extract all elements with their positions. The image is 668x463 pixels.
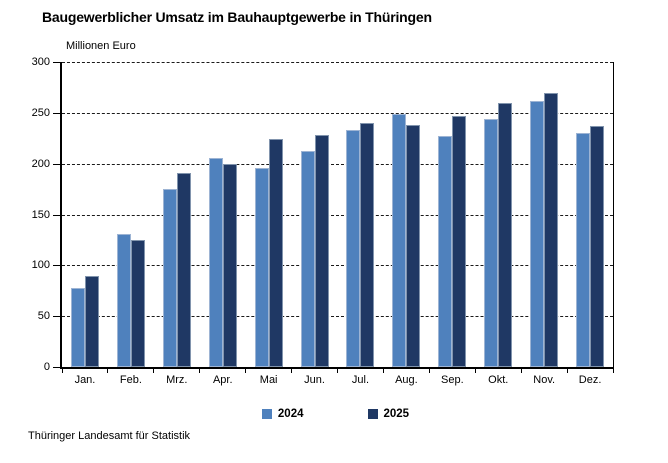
bar-group-jul xyxy=(338,62,384,367)
bar-2024-mai xyxy=(254,167,269,367)
bar-group-jun xyxy=(292,62,338,367)
bar-group-jan xyxy=(62,62,108,367)
bar-group-nov xyxy=(521,62,567,367)
plot-area xyxy=(60,62,614,369)
bar-2024-sep xyxy=(438,136,453,367)
bar-2024-mrz xyxy=(162,189,177,367)
x-tick-label-okt: Okt. xyxy=(488,374,509,386)
source-note: Thüringer Landesamt für Statistik xyxy=(28,430,191,442)
x-tick-label-jun: Jun. xyxy=(304,374,325,386)
bar-2025-jul xyxy=(360,123,375,367)
x-tick-mark-12 xyxy=(612,369,614,373)
legend-label-2024: 2024 xyxy=(277,408,304,420)
x-tick-mark-5 xyxy=(291,369,293,373)
bar-group-mrz xyxy=(154,62,200,367)
legend: 2024 2025 xyxy=(60,406,611,422)
y-tick-label-150: 150 xyxy=(31,208,50,221)
bar-2025-mrz xyxy=(176,172,191,367)
bar-2025-aug xyxy=(406,125,421,367)
x-tick-label-mai: Mai xyxy=(259,374,278,386)
x-tick-label-dez: Dez. xyxy=(578,374,602,386)
x-axis-tick-marks xyxy=(61,369,614,374)
x-tick-label-aug: Aug. xyxy=(395,374,418,386)
bar-group-mai xyxy=(246,62,292,367)
legend-item-2025: 2025 xyxy=(367,408,410,420)
bar-group-apr xyxy=(200,62,246,367)
y-tick-mark-50 xyxy=(53,316,60,318)
bar-series-area xyxy=(62,62,613,367)
y-tick-mark-250 xyxy=(53,112,60,114)
gridline-100 xyxy=(62,265,613,267)
bar-2025-sep xyxy=(452,115,467,367)
y-tick-mark-100 xyxy=(53,265,60,267)
x-tick-mark-11 xyxy=(566,369,568,373)
x-tick-label-feb: Feb. xyxy=(119,374,142,386)
bar-group-feb xyxy=(108,62,154,367)
gridline-150 xyxy=(62,214,613,216)
bar-2024-jul xyxy=(346,130,361,367)
gridline-300 xyxy=(62,62,613,63)
bar-2025-nov xyxy=(544,92,559,367)
x-tick-label-mrz: Mrz. xyxy=(166,374,188,386)
legend-swatch-2024 xyxy=(261,409,272,419)
y-axis-tick-labels: 0 50 100 150 200 250 300 xyxy=(0,56,50,373)
gridline-200 xyxy=(62,163,613,165)
legend-swatch-2025 xyxy=(367,409,378,419)
legend-item-2024: 2024 xyxy=(261,408,304,420)
bar-group-sep xyxy=(429,62,475,367)
y-tick-label-300: 300 xyxy=(31,56,50,68)
y-tick-label-250: 250 xyxy=(31,106,50,119)
x-tick-mark-1 xyxy=(107,369,109,373)
y-axis-title: Millionen Euro xyxy=(66,40,136,52)
bar-group-dez xyxy=(567,62,613,367)
x-axis-tick-labels: Jan. Feb. Mrz. Apr. Mai Jun. Jul. Aug. Sep. Okt. N… xyxy=(62,374,613,386)
y-tick-mark-300 xyxy=(53,62,60,63)
y-tick-label-50: 50 xyxy=(37,310,50,323)
bar-2025-jun xyxy=(314,135,329,367)
bar-2025-dez xyxy=(590,126,605,367)
bar-2024-apr xyxy=(208,157,223,367)
bar-2024-dez xyxy=(576,133,591,367)
legend-label-2025: 2025 xyxy=(383,408,410,420)
x-tick-mark-8 xyxy=(428,369,430,373)
bar-2024-aug xyxy=(392,113,407,367)
x-tick-mark-7 xyxy=(382,369,384,373)
bar-2025-okt xyxy=(498,102,513,367)
x-tick-mark-6 xyxy=(337,369,338,373)
bar-2025-jan xyxy=(84,275,99,367)
bar-2024-jun xyxy=(300,151,315,367)
chart-title: Baugewerblicher Umsatz im Bauhauptgewerb… xyxy=(42,9,432,25)
bar-2024-nov xyxy=(530,100,545,367)
bar-2025-apr xyxy=(222,163,237,367)
y-tick-mark-150 xyxy=(53,214,60,216)
x-tick-label-jan: Jan. xyxy=(74,374,96,386)
bar-2024-okt xyxy=(484,118,499,367)
bar-2025-feb xyxy=(130,239,145,367)
x-tick-label-sep: Sep. xyxy=(441,374,464,386)
y-tick-label-200: 200 xyxy=(31,157,50,170)
bar-2024-feb xyxy=(116,233,131,367)
y-tick-mark-0 xyxy=(53,367,60,368)
x-tick-mark-3 xyxy=(199,369,201,373)
x-tick-label-nov: Nov. xyxy=(533,374,556,386)
x-tick-label-jul: Jul. xyxy=(351,374,370,386)
gridline-50 xyxy=(62,316,613,318)
bar-2025-mai xyxy=(268,139,283,367)
y-axis-tick-marks xyxy=(53,62,60,368)
x-tick-mark-10 xyxy=(520,369,522,373)
y-tick-label-100: 100 xyxy=(31,259,50,272)
x-tick-mark-2 xyxy=(153,369,155,373)
y-tick-label-0: 0 xyxy=(43,361,50,373)
x-tick-mark-0 xyxy=(61,369,63,373)
x-tick-label-apr: Apr. xyxy=(212,374,233,386)
x-tick-mark-9 xyxy=(474,369,476,373)
y-tick-mark-200 xyxy=(53,163,60,165)
bar-group-okt xyxy=(475,62,521,367)
bar-2024-jan xyxy=(70,287,85,367)
bar-group-aug xyxy=(383,62,429,367)
gridline-250 xyxy=(62,112,613,114)
x-tick-mark-4 xyxy=(245,369,247,373)
